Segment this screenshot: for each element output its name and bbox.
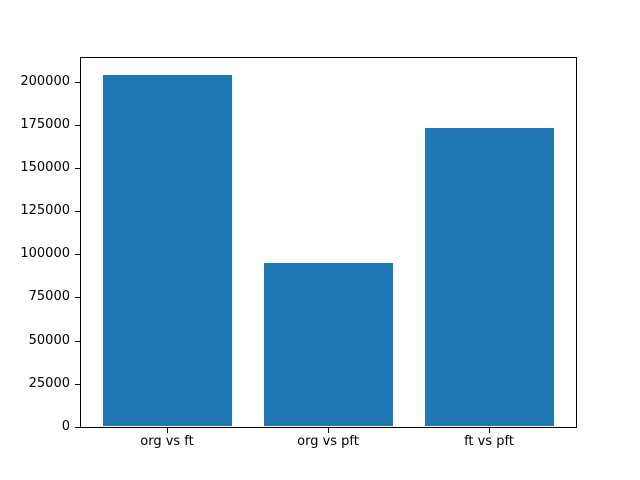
x-tick-label-ft-vs-pft: ft vs pft: [464, 434, 514, 449]
y-tick-label: 200000: [20, 74, 70, 89]
x-tick-mark: [328, 428, 329, 433]
x-tick-mark: [489, 428, 490, 433]
bar-org-vs-ft: [103, 75, 232, 426]
y-tick-mark: [75, 427, 80, 428]
y-tick-mark: [75, 297, 80, 298]
x-tick-label-org-vs-ft: org vs ft: [140, 434, 194, 449]
bar-org-vs-pft: [264, 263, 393, 426]
y-tick-label: 25000: [28, 376, 70, 391]
y-tick-mark: [75, 82, 80, 83]
y-tick-mark: [75, 384, 80, 385]
y-tick-mark: [75, 254, 80, 255]
plot-area: [80, 57, 577, 428]
x-tick-label-org-vs-pft: org vs pft: [297, 434, 359, 449]
y-tick-mark: [75, 211, 80, 212]
y-tick-mark: [75, 168, 80, 169]
y-tick-mark: [75, 125, 80, 126]
y-tick-mark: [75, 341, 80, 342]
y-tick-label: 50000: [28, 333, 70, 348]
x-tick-mark: [167, 428, 168, 433]
y-tick-label: 125000: [20, 203, 70, 218]
y-tick-label: 0: [61, 419, 70, 434]
bar-ft-vs-pft: [425, 128, 554, 426]
y-tick-label: 175000: [20, 117, 70, 132]
y-tick-label: 75000: [28, 289, 70, 304]
y-tick-label: 100000: [20, 246, 70, 261]
y-tick-label: 150000: [20, 160, 70, 175]
